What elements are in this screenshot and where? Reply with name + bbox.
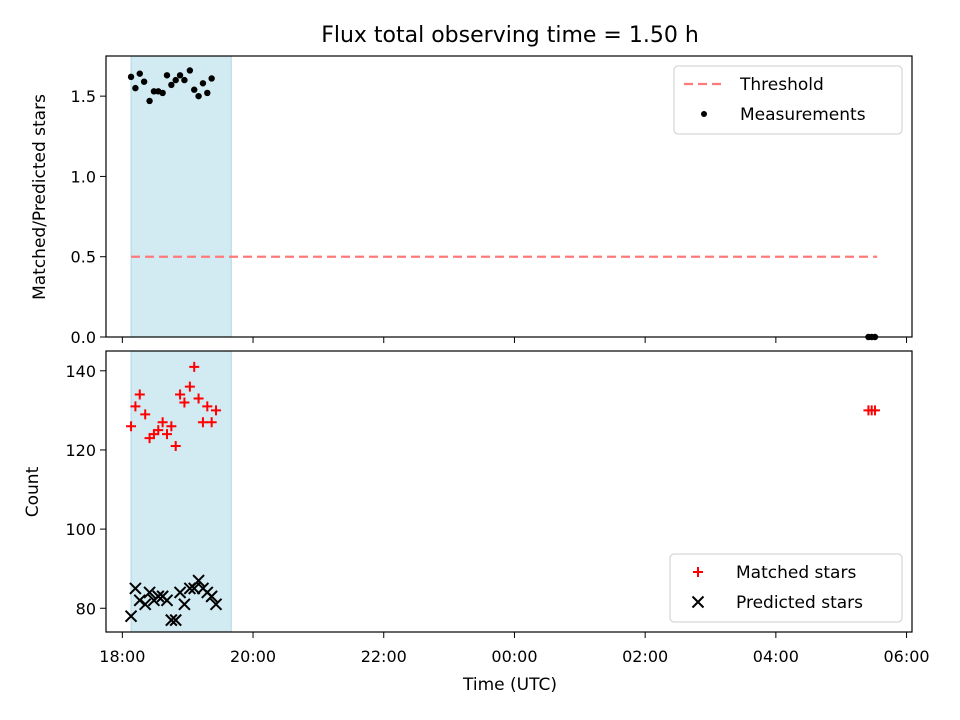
legend-box <box>669 553 903 623</box>
predicted-star-marker <box>124 609 138 623</box>
matched-star-marker <box>170 440 181 451</box>
measurement-point <box>136 70 143 77</box>
matched-star-marker <box>166 421 177 432</box>
predicted-star-marker <box>173 586 187 599</box>
legend-label: Threshold <box>739 75 824 95</box>
matched-star-marker <box>130 401 141 412</box>
axes-frame <box>105 350 913 633</box>
measurement-point <box>204 89 211 97</box>
matched-star-marker <box>153 425 164 436</box>
predicted-star-marker <box>143 586 156 599</box>
predicted-star-marker <box>133 594 146 607</box>
y-tick-label: 0.5 <box>71 248 96 267</box>
top-legend: Threshold Measurements <box>673 65 903 135</box>
matched-star-marker <box>184 381 195 392</box>
predicted-star-marker <box>205 590 218 603</box>
matched-star-marker <box>193 393 204 404</box>
measurement-point <box>191 86 198 93</box>
measurement-point <box>199 80 207 87</box>
matched-star-marker <box>140 409 151 420</box>
top-panel: 0.0 0.5 1.0 1.5 Threshold Measurements <box>71 55 913 347</box>
x-tick-label: 00:00 <box>491 647 537 666</box>
y-tick-label: 120 <box>65 441 96 460</box>
y-tick-label: 0.0 <box>71 328 96 347</box>
predicted-star-marker <box>129 582 142 595</box>
predicted-star-marker <box>169 613 182 627</box>
y-tick-label: 1.0 <box>71 167 96 186</box>
legend-label: Predicted stars <box>736 593 863 613</box>
measurement-point <box>127 73 135 81</box>
measurement-point <box>163 72 171 79</box>
matched-star-marker <box>206 417 217 428</box>
legend-predicted-swatch <box>691 595 705 609</box>
legend-box <box>673 65 903 135</box>
legend-measurement-swatch <box>701 111 707 117</box>
bottom-panel: 80 100 120 140 18:00 20:00 22:00 00:00 02:00 04:0… <box>65 350 930 666</box>
measurement-point <box>181 76 188 84</box>
measurement-point <box>159 89 166 97</box>
matched-star-marker <box>175 389 186 400</box>
legend-matched-swatch <box>693 567 703 577</box>
x-tick-label: 04:00 <box>753 647 799 666</box>
matched-star-marker <box>202 401 213 412</box>
y-tick-label: 140 <box>65 362 96 381</box>
y-tick-label: 1.5 <box>71 87 96 106</box>
x-tick-label: 02:00 <box>622 647 668 666</box>
matched-star-marker <box>161 429 172 440</box>
matched-star-marker <box>134 389 145 400</box>
figure-title: Flux total observing time = 1.50 h <box>321 23 699 48</box>
matched-star-marker <box>869 405 880 416</box>
predicted-star-marker <box>139 598 152 611</box>
x-tick-label: 06:00 <box>883 647 929 666</box>
measurement-point <box>140 78 148 85</box>
y-tick-label: 100 <box>65 520 96 539</box>
measurement-point <box>146 97 153 105</box>
matched-star-marker <box>126 421 137 432</box>
measurement-point <box>172 76 179 84</box>
measurement-point <box>186 67 194 74</box>
predicted-star-marker <box>152 590 165 603</box>
bottom-legend: Matched stars Predicted stars <box>669 553 903 623</box>
matched-star-marker <box>197 417 208 428</box>
measurement-point <box>168 81 175 89</box>
measurement-point <box>176 72 184 79</box>
measurement-point <box>132 84 139 92</box>
matched-star-marker <box>189 361 200 372</box>
top-y-axis-label: Matched/Predicted stars <box>30 94 50 300</box>
predicted-star-marker <box>192 574 205 587</box>
x-tick-label: 22:00 <box>361 647 407 666</box>
measurement-point <box>195 92 202 100</box>
x-tick-label: 18:00 <box>99 647 145 666</box>
predicted-star-marker <box>178 598 191 611</box>
measurement-point <box>208 75 215 82</box>
y-tick-label: 80 <box>76 599 96 618</box>
matched-star-marker <box>211 405 222 416</box>
x-axis-label: Time (UTC) <box>462 675 557 695</box>
observing-interval-shade <box>130 55 232 338</box>
matched-star-marker <box>157 417 168 428</box>
predicted-star-marker <box>160 594 174 607</box>
matched-star-marker <box>179 397 190 408</box>
predicted-star-marker <box>165 613 178 627</box>
legend-label: Matched stars <box>736 563 856 583</box>
x-tick-label: 20:00 <box>230 647 276 666</box>
axes-frame <box>105 55 913 338</box>
predicted-star-marker <box>209 598 223 611</box>
legend-label: Measurements <box>740 105 866 125</box>
bottom-y-axis-label: Count <box>23 466 43 517</box>
